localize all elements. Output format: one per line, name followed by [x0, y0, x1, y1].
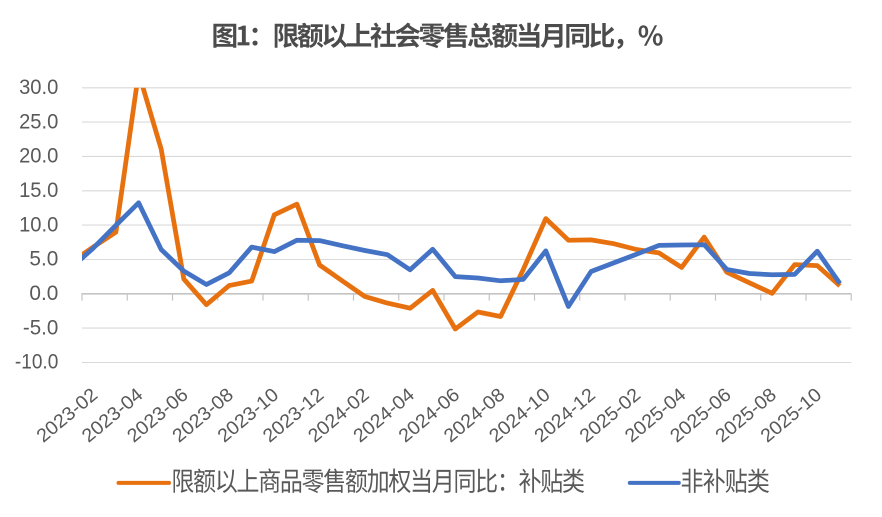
svg-text:-5.0: -5.0: [23, 316, 58, 339]
svg-text:10.0: 10.0: [19, 213, 58, 236]
svg-text:-10.0: -10.0: [15, 351, 58, 374]
svg-text:30.0: 30.0: [19, 76, 58, 99]
svg-text:25.0: 25.0: [19, 110, 58, 133]
svg-text:15.0: 15.0: [19, 179, 58, 202]
svg-text:20.0: 20.0: [19, 145, 58, 168]
svg-text:0.0: 0.0: [29, 282, 58, 305]
svg-text:5.0: 5.0: [29, 248, 58, 271]
